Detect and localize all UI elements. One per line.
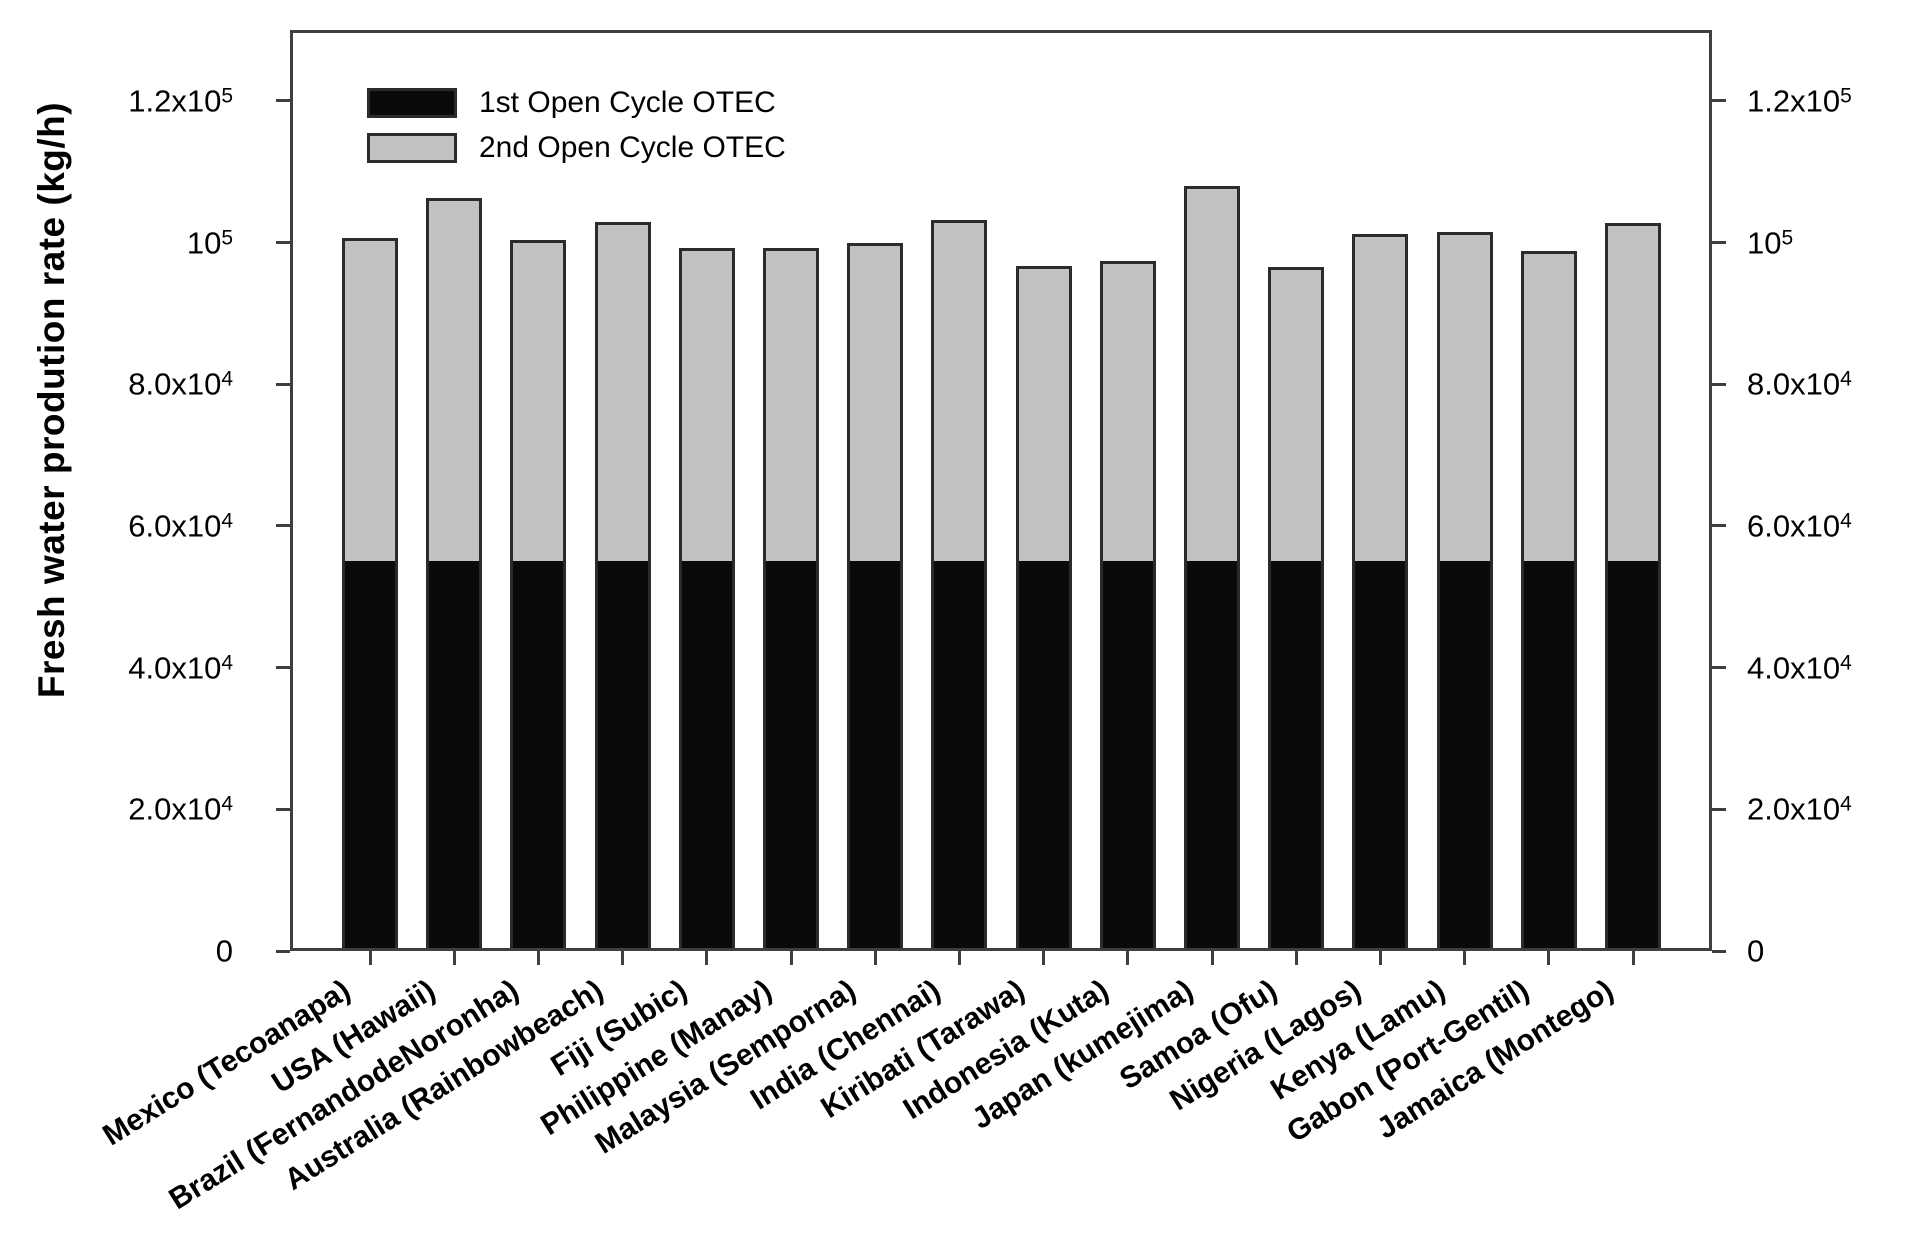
y-tick-left — [276, 949, 290, 953]
bar-8 — [931, 219, 988, 951]
y-tick-label: 8.0x104 — [1747, 366, 1852, 402]
bar-16 — [1605, 222, 1661, 951]
y-tick-right — [1712, 241, 1726, 245]
legend-label: 1st Open Cycle OTEC — [479, 85, 776, 119]
bar-segment-1st-open-cycle — [1102, 561, 1153, 948]
bar-10 — [1099, 260, 1156, 951]
y-tick-label: 6.0x104 — [1747, 508, 1852, 544]
x-tick — [1631, 951, 1635, 965]
bar-segment-1st-open-cycle — [850, 561, 901, 948]
bar-14 — [1436, 231, 1493, 951]
bar-7 — [847, 243, 904, 951]
y-tick-right — [1712, 99, 1726, 103]
y-tick-label: 6.0x104 — [128, 508, 233, 544]
x-tick — [536, 951, 540, 965]
y-tick-label: 0 — [215, 933, 233, 969]
y-tick-left — [276, 807, 290, 811]
y-tick-right — [1712, 807, 1726, 811]
legend: 1st Open Cycle OTEC 2nd Open Cycle OTEC — [367, 80, 786, 170]
bar-12 — [1268, 267, 1325, 951]
y-tick-left — [276, 382, 290, 386]
bar-11 — [1184, 185, 1240, 951]
legend-item: 2nd Open Cycle OTEC — [367, 125, 786, 170]
bar-segment-1st-open-cycle — [1271, 561, 1322, 948]
plot-area: 1st Open Cycle OTEC 2nd Open Cycle OTEC — [276, 30, 1726, 965]
bar-segment-1st-open-cycle — [597, 561, 648, 948]
y-tick-label: 4.0x104 — [1747, 650, 1852, 686]
bar-segment-1st-open-cycle — [1608, 561, 1658, 948]
x-tick — [1547, 951, 1551, 965]
bar-segment-1st-open-cycle — [681, 561, 732, 948]
x-tick — [1294, 951, 1298, 965]
bar-segment-1st-open-cycle — [429, 561, 480, 948]
bar-segment-1st-open-cycle — [1355, 561, 1406, 948]
x-tick — [368, 951, 372, 965]
y-tick-left — [276, 99, 290, 103]
bar-segment-1st-open-cycle — [513, 561, 564, 948]
y-tick-right — [1712, 382, 1726, 386]
y-tick-right — [1712, 666, 1726, 670]
y-tick-label: 1.2x105 — [1747, 83, 1852, 119]
x-tick — [705, 951, 709, 965]
legend-item: 1st Open Cycle OTEC — [367, 80, 786, 125]
bar-3 — [510, 240, 567, 951]
bar-segment-1st-open-cycle — [1018, 561, 1069, 948]
y-tick-label: 105 — [1747, 225, 1794, 261]
y-tick-label: 2.0x104 — [1747, 791, 1852, 827]
bar-13 — [1352, 234, 1409, 951]
x-tick — [452, 951, 456, 965]
y-tick-label: 1.2x105 — [128, 83, 233, 119]
legend-swatch-1st-open-cycle-otec — [367, 87, 457, 118]
y-tick-label: 4.0x104 — [128, 650, 233, 686]
bar-segment-1st-open-cycle — [766, 561, 816, 948]
bar-segment-1st-open-cycle — [1523, 561, 1574, 948]
bar-segment-1st-open-cycle — [345, 561, 395, 948]
y-tick-right — [1712, 949, 1726, 953]
bar-segment-1st-open-cycle — [1439, 561, 1490, 948]
bar-4 — [594, 222, 651, 951]
y-tick-right — [1712, 524, 1726, 528]
bar-6 — [763, 248, 819, 951]
bar-segment-1st-open-cycle — [1187, 561, 1237, 948]
bar-segment-1st-open-cycle — [934, 561, 985, 948]
bar-9 — [1015, 265, 1072, 951]
y-tick-left — [276, 241, 290, 245]
x-tick — [1042, 951, 1046, 965]
y-tick-left — [276, 666, 290, 670]
x-tick — [1463, 951, 1467, 965]
bar-5 — [678, 248, 735, 951]
y-tick-label: 105 — [186, 225, 233, 261]
bar-15 — [1520, 251, 1577, 951]
legend-label: 2nd Open Cycle OTEC — [479, 130, 786, 164]
y-tick-label: 2.0x104 — [128, 791, 233, 827]
y-tick-label: 8.0x104 — [128, 366, 233, 402]
y-tick-left — [276, 524, 290, 528]
y-tick-label: 0 — [1747, 933, 1765, 969]
x-tick — [1378, 951, 1382, 965]
x-tick — [1210, 951, 1214, 965]
x-tick — [789, 951, 793, 965]
x-tick — [957, 951, 961, 965]
y-axis-title: Fresh water prodution rate (kg/h) — [31, 101, 72, 699]
legend-swatch-2nd-open-cycle-otec — [367, 132, 457, 163]
axis-frame — [290, 30, 1712, 951]
x-tick — [621, 951, 625, 965]
x-tick — [1126, 951, 1130, 965]
x-tick — [873, 951, 877, 965]
bar-1 — [342, 238, 398, 951]
